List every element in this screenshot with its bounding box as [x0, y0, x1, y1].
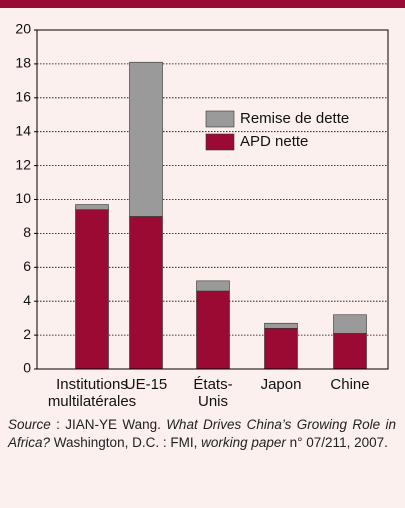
source-segment: : JIAN-YE Wang.: [50, 417, 167, 432]
bar-segment: [129, 61, 163, 217]
bar-segment: [129, 216, 163, 370]
bar-segment: [196, 290, 230, 370]
x-tick-label: multilatérales: [48, 393, 136, 410]
y-tick-label: 12: [15, 156, 31, 172]
source-segment: n° 07/211, 2007.: [285, 435, 388, 450]
y-tick-label: 18: [15, 55, 31, 71]
source-segment: What Drives China’s Growing Role in Afri…: [8, 417, 396, 450]
x-tick-label: Chine: [330, 376, 369, 393]
chart: 0 2 4 6 8 10 12 14 16 18 20 Institutionsmultilatéra…: [0, 0, 405, 410]
bar-segment: [75, 209, 109, 370]
x-tick-label: Institutions: [56, 376, 128, 393]
bar-segment: [75, 204, 109, 210]
x-tick-label: États-: [193, 376, 232, 393]
legend-swatch: [205, 110, 235, 128]
y-tick-label: 2: [23, 326, 31, 342]
x-tick-label: Unis: [198, 393, 228, 410]
source-segment: Washington, D.C. : FMI,: [50, 435, 202, 450]
y-tick-label: 6: [23, 258, 31, 274]
plot-frame: [36, 29, 389, 370]
y-tick-label: 4: [23, 292, 31, 308]
legend: Remise de dette APD nette: [205, 110, 349, 151]
source-segment: Source: [8, 417, 51, 432]
y-tick-label: 20: [15, 21, 31, 37]
bar-segment: [333, 333, 367, 370]
y-tick-label: 0: [23, 360, 31, 376]
bar-segment: [264, 328, 298, 370]
legend-label: Remise de dette: [240, 110, 349, 127]
bar-segment: [264, 322, 298, 329]
y-tick-label: 8: [23, 224, 31, 240]
source-note: Source : JIAN-YE Wang. What Drives China…: [8, 416, 396, 452]
x-tick-label: Japon: [261, 376, 302, 393]
y-tick-label: 10: [15, 190, 31, 206]
source-segment: working paper: [201, 435, 286, 450]
x-tick-label: UE-15: [125, 376, 168, 393]
bar-segment: [333, 314, 367, 334]
legend-swatch: [205, 133, 235, 151]
bar-segment: [196, 280, 230, 292]
y-tick-label: 16: [15, 89, 31, 105]
top-band: [0, 0, 405, 8]
y-tick-label: 14: [15, 122, 31, 138]
legend-label: APD nette: [240, 133, 308, 150]
